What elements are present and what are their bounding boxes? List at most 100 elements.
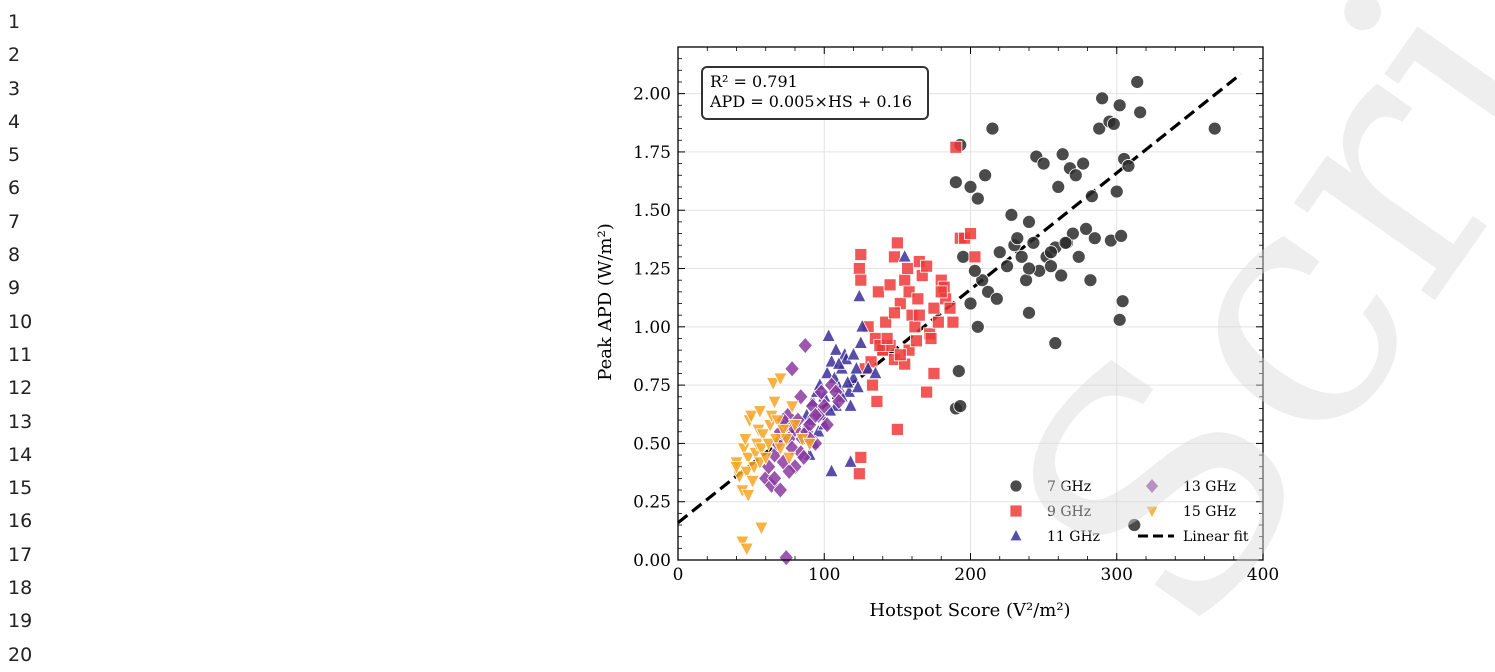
data-point-series-4 <box>754 442 769 457</box>
data-point-series-1 <box>871 285 885 299</box>
data-point-series-0 <box>978 168 993 183</box>
data-point-series-0 <box>992 245 1007 260</box>
data-point-series-0 <box>1044 245 1058 260</box>
data-point-series-0 <box>1022 261 1036 276</box>
data-point-series-0 <box>1130 75 1145 89</box>
data-point-series-0 <box>1083 273 1098 288</box>
data-point-series-2 <box>849 360 864 375</box>
data-point-series-0 <box>1004 207 1019 222</box>
data-point-series-0 <box>951 364 966 379</box>
data-point-series-0 <box>1026 235 1041 250</box>
data-point-series-2 <box>868 365 883 380</box>
data-point-series-0 <box>1010 231 1025 246</box>
line-number: 8 <box>8 244 21 267</box>
data-point-series-1 <box>854 273 868 287</box>
data-point-series-4 <box>738 433 753 448</box>
data-point-series-0 <box>1127 518 1142 532</box>
data-point-series-0 <box>956 249 971 264</box>
legend-marker-3 <box>1144 477 1160 495</box>
data-point-series-1 <box>898 273 912 287</box>
data-point-series-4 <box>765 377 781 392</box>
data-point-series-0 <box>1121 159 1136 173</box>
data-point-series-0 <box>1207 121 1222 136</box>
data-point-series-4 <box>752 405 768 420</box>
data-point-series-0 <box>963 180 978 194</box>
x-tick-label: 100 <box>808 565 840 585</box>
data-point-series-0 <box>967 263 982 278</box>
data-point-series-3 <box>813 383 830 401</box>
data-point-series-1 <box>920 259 934 273</box>
data-point-series-2 <box>850 379 866 394</box>
data-point-series-2 <box>860 360 876 375</box>
axis-ticks: 0 100 200 300 400 0.00 0.25 0.50 0.75 1.00 1.25 1.5… <box>633 47 1279 585</box>
legend-marker-1 <box>1009 504 1023 518</box>
line-number: 10 <box>8 310 33 333</box>
data-point-series-0 <box>1036 156 1051 171</box>
y-tick-label: 1.25 <box>633 260 671 280</box>
legend-label-1: 9 GHz <box>1047 504 1091 520</box>
data-point-series-4 <box>779 433 794 448</box>
data-point-series-0 <box>1109 184 1124 199</box>
scatter-chart: 0 100 200 300 400 0.00 0.25 0.50 0.75 1.00 1.25 1.5… <box>595 46 1279 621</box>
data-point-series-0 <box>1022 214 1036 229</box>
data-point-series-0 <box>1054 268 1069 283</box>
data-point-series-4 <box>784 400 800 415</box>
data-point-series-3 <box>797 336 813 355</box>
data-point-series-0 <box>1022 305 1036 320</box>
x-axis-label: Hotspot Score (V²/m²) <box>869 600 1070 621</box>
data-point-series-4 <box>739 542 754 557</box>
y-tick-label: 0.50 <box>633 434 671 454</box>
data-point-series-2 <box>897 248 912 263</box>
data-point-series-1 <box>911 292 925 306</box>
y-tick-label: 2.00 <box>633 85 671 105</box>
data-point-series-0 <box>1000 259 1014 274</box>
data-point-series-0 <box>963 296 978 311</box>
data-point-series-3 <box>819 416 835 434</box>
data-points <box>729 75 1222 567</box>
data-point-series-2 <box>852 288 867 303</box>
data-point-series-3 <box>831 392 847 411</box>
data-point-series-3 <box>778 548 794 567</box>
data-point-series-0 <box>970 319 985 334</box>
data-point-series-1 <box>946 315 960 329</box>
data-point-series-4 <box>773 442 788 457</box>
data-point-series-1 <box>852 467 866 481</box>
legend-marker-4 <box>1145 505 1159 519</box>
data-point-series-3 <box>807 406 824 425</box>
data-point-series-0 <box>1087 231 1102 246</box>
legend-label-0: 7 GHz <box>1047 479 1091 495</box>
data-point-series-1 <box>909 334 923 348</box>
data-point-series-3 <box>796 448 812 467</box>
line-number: 17 <box>8 543 33 566</box>
data-point-series-4 <box>767 395 782 410</box>
data-point-series-1 <box>852 262 866 275</box>
line-number: 11 <box>8 343 33 366</box>
data-point-series-4 <box>773 372 788 387</box>
data-point-series-0 <box>1048 336 1063 351</box>
data-point-series-0 <box>989 291 1004 306</box>
data-point-series-2 <box>843 397 858 412</box>
data-point-series-4 <box>781 451 797 466</box>
data-point-series-0 <box>1051 180 1066 194</box>
data-point-series-4 <box>741 451 756 466</box>
x-tick-label: 200 <box>954 565 986 585</box>
legend-label-4: 15 GHz <box>1183 504 1236 520</box>
data-point-series-1 <box>901 262 915 275</box>
data-point-series-4 <box>755 428 770 443</box>
line-number: 4 <box>8 110 21 133</box>
data-point-series-2 <box>824 463 839 477</box>
line-number: 1 <box>8 11 21 33</box>
data-point-series-1 <box>890 236 904 250</box>
fit-line-layer <box>677 72 1243 524</box>
y-tick-label: 1.75 <box>633 143 671 163</box>
y-tick-label: 0.25 <box>633 493 671 513</box>
data-point-series-0 <box>1084 189 1099 204</box>
data-point-series-0 <box>953 399 968 414</box>
line-number: 19 <box>8 610 33 633</box>
data-point-series-0 <box>1112 312 1127 327</box>
data-point-series-0 <box>1112 98 1127 113</box>
x-tick-label: 300 <box>1101 565 1133 585</box>
data-point-series-1 <box>943 301 957 315</box>
line-number: 15 <box>8 477 33 500</box>
data-point-series-4 <box>729 461 744 476</box>
